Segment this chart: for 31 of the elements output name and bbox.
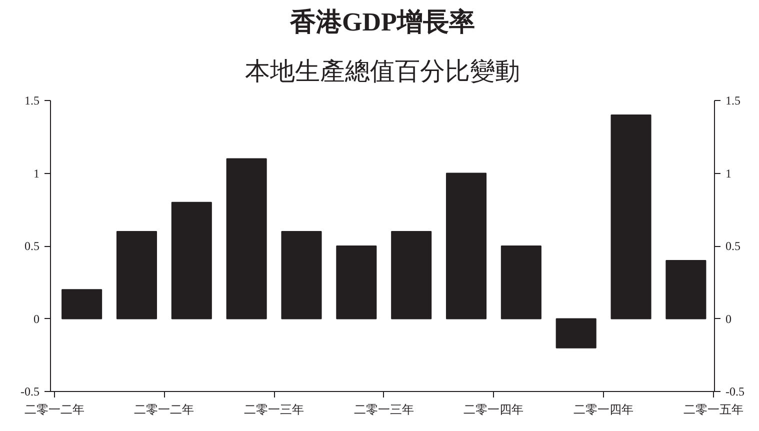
bar <box>62 289 102 320</box>
y2-tick-label: -0.5 <box>726 384 744 398</box>
bar <box>391 230 432 320</box>
text: 二零一四年 <box>574 402 634 416</box>
text: 二零一三年 <box>354 402 414 416</box>
bar <box>226 158 267 320</box>
y2-tick-label: 0.5 <box>726 239 740 253</box>
y2-tick-label: 0 <box>726 312 732 326</box>
y2-tick-label: 1 <box>726 166 732 180</box>
chart-title: 香港GDP增長率 <box>289 8 475 36</box>
bar <box>171 202 212 320</box>
text: 二零一二年 <box>24 402 84 416</box>
bar <box>500 246 542 320</box>
y-tick-label: 0 <box>34 312 40 326</box>
text: 二零一四年 <box>464 402 524 416</box>
text: 二零一二年 <box>134 402 194 416</box>
bar <box>610 114 652 320</box>
bar <box>116 230 157 320</box>
y-tick-label: 0.5 <box>24 239 40 253</box>
bar <box>281 230 322 320</box>
bar <box>336 246 377 320</box>
chart-subtitle: 本地生產總值百分比變動 <box>245 58 520 86</box>
y-tick-label: -0.5 <box>20 384 40 398</box>
bar <box>446 172 487 320</box>
y-tick-label: 1.5 <box>24 94 40 108</box>
text: 二零一三年 <box>244 402 304 416</box>
y2-tick-label: 1.5 <box>726 94 740 108</box>
bar <box>666 260 706 320</box>
bar <box>556 318 596 348</box>
y-tick-label: 1 <box>34 166 40 180</box>
text: 二零一五年 <box>683 402 744 416</box>
